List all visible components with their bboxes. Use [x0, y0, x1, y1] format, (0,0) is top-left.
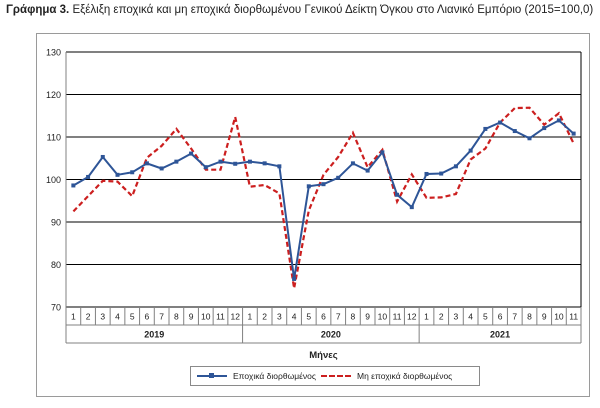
legend-label-nonseasonal: Μη εποχικά διορθωμένος — [357, 371, 453, 381]
legend-item-seasonal: Εποχικά διορθωμένος — [197, 367, 316, 385]
y-tick-label: 90 — [51, 218, 61, 228]
series-point-seasonal — [336, 175, 341, 180]
series-point-seasonal — [203, 165, 208, 170]
x-tick-label: 11 — [393, 312, 402, 322]
x-tick-label: 5 — [483, 312, 488, 322]
x-tick-label: 4 — [115, 312, 120, 322]
x-tick-label: 3 — [277, 312, 282, 322]
x-tick-label: 3 — [454, 312, 459, 322]
x-tick-label: 6 — [145, 312, 150, 322]
series-point-seasonal — [395, 192, 400, 197]
x-tick-label: 4 — [292, 312, 297, 322]
x-tick-label: 7 — [159, 312, 164, 322]
series-point-seasonal — [159, 166, 164, 171]
series-point-seasonal — [86, 174, 91, 179]
x-tick-label: 11 — [216, 312, 225, 322]
x-tick-label: 9 — [542, 312, 547, 322]
series-point-seasonal — [292, 276, 297, 281]
series-point-seasonal — [468, 148, 473, 153]
chart-legend: Εποχικά διορθωμένος Μη εποχικά διορθωμέν… — [190, 366, 480, 386]
series-point-seasonal — [542, 126, 547, 131]
x-tick-label: 3 — [100, 312, 105, 322]
y-tick-label: 100 — [46, 175, 61, 185]
series-point-seasonal — [100, 154, 105, 159]
x-tick-label: 10 — [378, 312, 388, 322]
x-tick-label: 10 — [554, 312, 564, 322]
x-tick-label: 6 — [321, 312, 326, 322]
chart-title: Γράφημα 3. Εξέλιξη εποχικά και μη εποχικ… — [6, 4, 594, 16]
legend-swatch-nonseasonal — [321, 371, 351, 381]
y-tick-label: 80 — [51, 260, 61, 270]
series-point-seasonal — [483, 126, 488, 131]
y-tick-label: 120 — [46, 90, 61, 100]
legend-item-nonseasonal: Μη εποχικά διορθωμένος — [321, 367, 452, 385]
series-point-seasonal — [306, 184, 311, 189]
x-tick-label: 12 — [230, 312, 240, 322]
x-tick-label: 7 — [512, 312, 517, 322]
x-tick-label: 2 — [262, 312, 267, 322]
x-tick-label: 2 — [439, 312, 444, 322]
x-tick-label: 12 — [407, 312, 417, 322]
series-point-seasonal — [71, 183, 76, 188]
series-point-seasonal — [247, 159, 252, 164]
x-tick-label: 5 — [130, 312, 135, 322]
series-point-seasonal — [350, 161, 355, 166]
series-point-seasonal — [189, 151, 194, 156]
x-tick-label: 4 — [468, 312, 473, 322]
series-point-seasonal — [365, 168, 370, 173]
y-tick-label: 70 — [51, 303, 61, 313]
legend-label-seasonal: Εποχικά διορθωμένος — [233, 371, 316, 381]
series-point-seasonal — [262, 161, 267, 166]
x-tick-label: 10 — [201, 312, 211, 322]
x-tick-label: 1 — [71, 312, 76, 322]
series-point-seasonal — [218, 159, 223, 164]
series-point-seasonal — [409, 205, 414, 210]
x-tick-label: 11 — [569, 312, 578, 322]
x-tick-label: 9 — [189, 312, 194, 322]
year-label: 2021 — [490, 330, 510, 340]
series-point-seasonal — [380, 150, 385, 155]
y-tick-label: 110 — [47, 133, 61, 143]
x-tick-label: 1 — [248, 312, 253, 322]
series-line-seasonal — [72, 119, 575, 280]
series-point-seasonal — [233, 161, 238, 166]
y-tick-label: 130 — [46, 48, 61, 58]
series-point-seasonal — [130, 170, 135, 175]
series-point-seasonal — [512, 129, 517, 134]
series-point-seasonal — [321, 182, 326, 187]
series-line-nonseasonal — [72, 106, 575, 289]
chart-frame — [36, 33, 590, 397]
x-tick-label: 7 — [336, 312, 341, 322]
x-tick-label: 1 — [424, 312, 429, 322]
series-point-seasonal — [115, 172, 120, 177]
x-tick-label: 9 — [365, 312, 370, 322]
series-point-seasonal — [277, 164, 282, 169]
x-tick-label: 5 — [306, 312, 311, 322]
x-tick-label: 2 — [86, 312, 91, 322]
series-point-seasonal — [174, 159, 179, 164]
legend-swatch-seasonal — [197, 371, 227, 381]
x-tick-label: 8 — [527, 312, 532, 322]
x-axis-title: Μήνες — [309, 350, 338, 361]
series-point-seasonal — [144, 161, 149, 166]
year-label: 2019 — [144, 330, 164, 340]
series-point-seasonal — [556, 118, 561, 123]
series-point-seasonal — [571, 131, 576, 136]
x-tick-label: 6 — [498, 312, 503, 322]
series-point-seasonal — [439, 171, 444, 176]
year-label: 2020 — [321, 330, 341, 340]
x-tick-label: 8 — [351, 312, 356, 322]
series-point-seasonal — [424, 171, 429, 176]
series-point-seasonal — [498, 120, 503, 125]
x-tick-label: 8 — [174, 312, 179, 322]
series-point-seasonal — [527, 136, 532, 141]
series-point-seasonal — [453, 164, 458, 169]
